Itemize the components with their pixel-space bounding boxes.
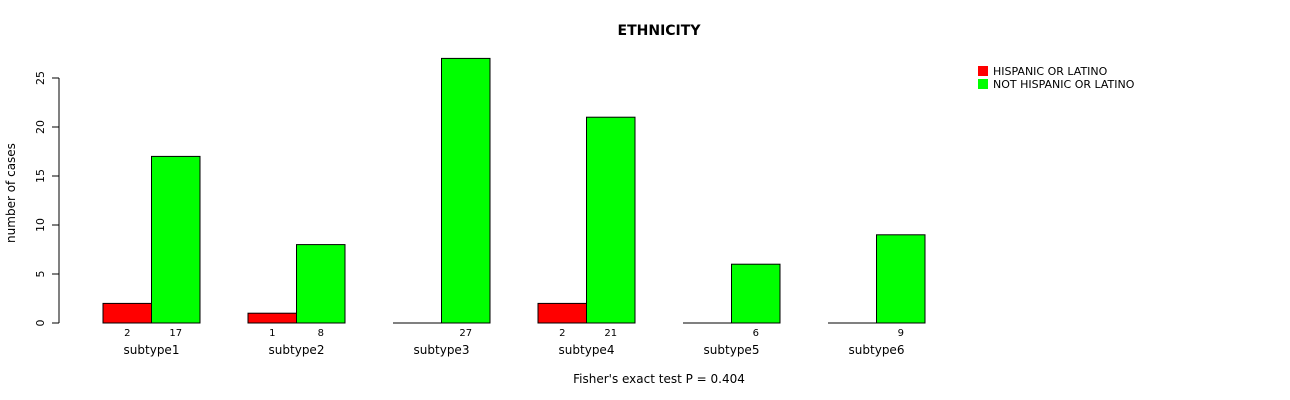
bar-subtype2-not-hispanic [296,244,346,324]
bar-value-label: 2 [124,328,130,339]
y-tick-label: 5 [34,271,47,278]
y-tick-label: 20 [34,120,47,134]
category-label: subtype2 [269,343,325,357]
bar-subtype2-hispanic [247,312,297,324]
legend-label: NOT HISPANIC OR LATINO [993,78,1135,91]
bar-value-label: 6 [753,328,759,339]
fisher-test-note: Fisher's exact test P = 0.404 [573,372,745,386]
legend-swatch [978,79,988,89]
legend-label: HISPANIC OR LATINO [993,65,1108,78]
bar-subtype6-not-hispanic [876,234,926,324]
bars: 2 17 subtype1 1 8 subtype2 27 subtype3 2 21 subtyp… [102,57,926,357]
bar-value-label: 9 [898,328,904,339]
y-tick-label: 25 [34,71,47,85]
bar-subtype4-not-hispanic [586,116,636,324]
bar-value-label: 21 [604,328,617,339]
bar-value-label: 27 [459,328,472,339]
bar-value-label: 1 [269,328,275,339]
chart-title: ETHNICITY [618,23,702,39]
bar-subtype1-not-hispanic [151,155,201,324]
bar-subtype3-not-hispanic [441,57,491,324]
y-tick-label: 0 [34,320,47,327]
bar-value-label: 2 [559,328,565,339]
category-label: subtype1 [124,343,180,357]
bar-subtype1-hispanic [102,302,152,324]
y-tick-label: 15 [34,169,47,183]
y-tick-label: 10 [34,218,47,232]
category-label: subtype5 [704,343,760,357]
bar-subtype5-not-hispanic [731,263,781,324]
bar-subtype4-hispanic [537,302,587,324]
category-label: subtype6 [849,343,905,357]
legend-swatch [978,66,988,76]
y-axis-label: number of cases [4,143,18,243]
y-ticks: 0 5 10 15 20 25 [34,71,59,327]
category-label: subtype4 [559,343,615,357]
category-label: subtype3 [414,343,470,357]
bar-value-label: 8 [318,328,324,339]
bar-value-label: 17 [169,328,182,339]
